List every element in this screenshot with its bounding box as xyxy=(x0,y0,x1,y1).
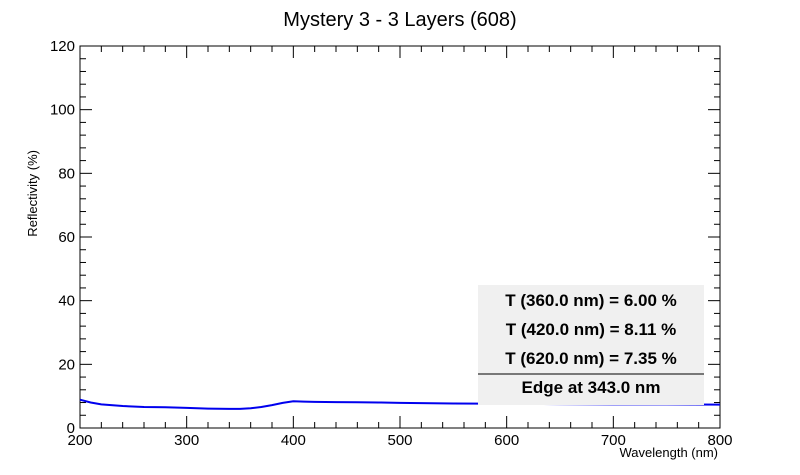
x-tick-label: 800 xyxy=(707,432,732,449)
annotation-360: T (360.0 nm) = 6.00 % xyxy=(505,291,677,310)
y-tick-label: 20 xyxy=(58,356,75,373)
y-tick-label: 80 xyxy=(58,165,75,182)
y-axis-label: Reflectivity (%) xyxy=(25,150,40,237)
y-tick-label: 40 xyxy=(58,293,75,310)
x-tick-label: 600 xyxy=(494,432,519,449)
annotation-edge: Edge at 343.0 nm xyxy=(522,378,661,397)
chart-title: Mystery 3 - 3 Layers (608) xyxy=(283,9,516,31)
y-tick-label: 120 xyxy=(50,38,75,55)
annotation-420: T (420.0 nm) = 8.11 % xyxy=(506,320,677,339)
y-tick-label: 60 xyxy=(58,229,75,246)
annotation-background xyxy=(478,285,704,405)
x-tick-label: 300 xyxy=(174,432,199,449)
y-tick-labels: 0 20 40 60 80 100 120 xyxy=(50,38,75,437)
x-tick-label: 400 xyxy=(281,432,306,449)
axis-ticks xyxy=(79,45,721,429)
x-tick-labels: 200 300 400 500 600 700 800 xyxy=(67,432,732,449)
x-axis-label: Wavelength (nm) xyxy=(620,445,719,460)
y-tick-label: 100 xyxy=(50,102,75,119)
x-tick-label: 500 xyxy=(387,432,412,449)
annotation-620: T (620.0 nm) = 7.35 % xyxy=(505,349,677,368)
y-tick-label: 0 xyxy=(67,420,75,437)
x-tick-label: 700 xyxy=(601,432,626,449)
annotation-box: T (360.0 nm) = 6.00 % T (420.0 nm) = 8.1… xyxy=(478,285,704,405)
x-tick-label: 200 xyxy=(67,432,92,449)
